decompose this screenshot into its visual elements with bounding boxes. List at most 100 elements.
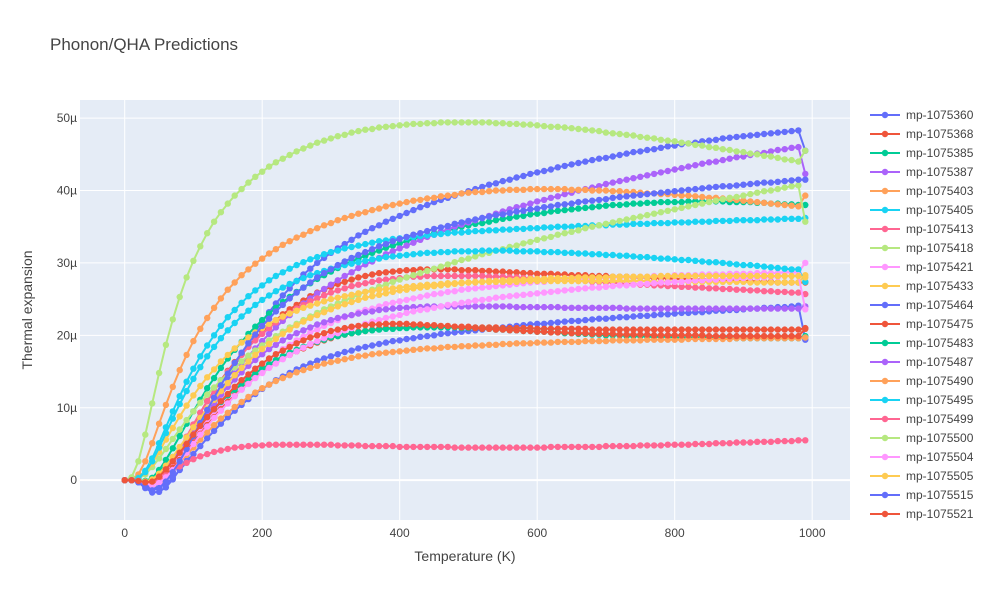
legend-item[interactable]: mp-1075521 [870, 507, 974, 521]
data-point [362, 248, 369, 256]
data-point [520, 202, 527, 209]
data-point [190, 257, 197, 264]
data-point [561, 338, 568, 346]
data-point [795, 332, 802, 340]
data-point [314, 259, 321, 267]
data-point [630, 442, 637, 450]
data-point [712, 259, 720, 266]
data-point [781, 215, 788, 222]
data-point [485, 295, 493, 303]
legend-item[interactable]: mp-1075418 [870, 241, 974, 255]
legend-item[interactable]: mp-1075475 [870, 317, 974, 331]
data-point [561, 304, 568, 311]
data-point [664, 255, 671, 262]
data-point [314, 253, 321, 261]
data-point [740, 286, 747, 293]
data-point [334, 247, 341, 254]
data-point [204, 353, 211, 360]
data-point [623, 201, 630, 208]
data-point [520, 276, 527, 283]
data-point [733, 133, 740, 141]
data-point [245, 393, 252, 401]
data-point [568, 286, 575, 293]
legend-item[interactable]: mp-1075487 [870, 355, 974, 369]
data-point [375, 243, 383, 250]
data-point [726, 326, 733, 333]
data-point [403, 209, 410, 217]
data-point [582, 330, 589, 337]
data-point [719, 217, 726, 225]
data-point [664, 272, 671, 280]
data-point [210, 343, 218, 351]
data-point [472, 324, 479, 332]
data-point [568, 223, 575, 230]
data-point [259, 255, 266, 262]
data-point [149, 400, 156, 407]
data-point [554, 319, 561, 326]
data-point [348, 254, 355, 262]
data-point [479, 119, 486, 126]
data-point [204, 374, 211, 381]
data-point [534, 185, 541, 193]
data-point [451, 280, 458, 288]
data-point [224, 390, 231, 398]
data-point [637, 331, 644, 338]
data-point [430, 194, 438, 201]
data-point [231, 403, 238, 411]
data-point [499, 187, 506, 194]
legend-item[interactable]: mp-1075464 [870, 298, 974, 312]
data-point [396, 240, 403, 247]
legend-item[interactable]: mp-1075360 [870, 108, 974, 122]
legend-item[interactable]: mp-1075504 [870, 450, 974, 464]
legend-item[interactable]: mp-1075413 [870, 222, 974, 236]
data-point [362, 343, 369, 351]
data-point [424, 120, 431, 127]
data-point [369, 288, 376, 295]
data-point [176, 413, 183, 420]
data-point [272, 324, 280, 331]
data-point [341, 272, 348, 280]
legend-item[interactable]: mp-1075505 [870, 469, 974, 483]
data-point [341, 293, 348, 300]
data-point [300, 304, 307, 311]
data-point [382, 269, 390, 276]
series-line [124, 274, 807, 487]
legend-item[interactable]: mp-1075515 [870, 488, 974, 502]
data-point [589, 223, 596, 230]
data-point [740, 439, 747, 446]
legend-item[interactable]: mp-1075387 [870, 165, 974, 179]
legend-item[interactable]: mp-1075483 [870, 336, 974, 350]
legend-label: mp-1075405 [906, 203, 974, 217]
legend-item[interactable]: mp-1075403 [870, 184, 974, 198]
data-point [424, 249, 431, 256]
data-point [217, 447, 225, 454]
data-point [169, 316, 176, 323]
legend-item[interactable]: mp-1075499 [870, 412, 974, 426]
data-point [437, 119, 445, 126]
data-point [540, 204, 548, 211]
data-point [602, 180, 610, 188]
data-point [176, 432, 183, 440]
data-point [637, 280, 644, 288]
legend-item[interactable]: mp-1075421 [870, 260, 974, 274]
legend[interactable]: mp-1075360 mp-1075368 mp-1075385 mp-1075387… [870, 108, 974, 521]
legend-item[interactable]: mp-1075490 [870, 374, 974, 388]
legend-item[interactable]: mp-1075433 [870, 279, 974, 293]
data-point [630, 253, 637, 260]
data-point [369, 246, 376, 253]
legend-item[interactable]: mp-1075368 [870, 127, 974, 141]
legend-item[interactable]: mp-1075385 [870, 146, 974, 160]
legend-item[interactable]: mp-1075405 [870, 203, 974, 217]
data-point [162, 341, 170, 348]
data-point [520, 248, 527, 255]
data-point [176, 366, 183, 374]
data-point [540, 303, 548, 311]
data-point [472, 297, 479, 304]
legend-item[interactable]: mp-1075500 [870, 431, 974, 445]
data-point [774, 185, 781, 193]
data-point [382, 306, 390, 313]
data-point [444, 222, 451, 230]
data-point [224, 445, 231, 453]
data-point [671, 310, 678, 317]
legend-item[interactable]: mp-1075495 [870, 393, 974, 407]
